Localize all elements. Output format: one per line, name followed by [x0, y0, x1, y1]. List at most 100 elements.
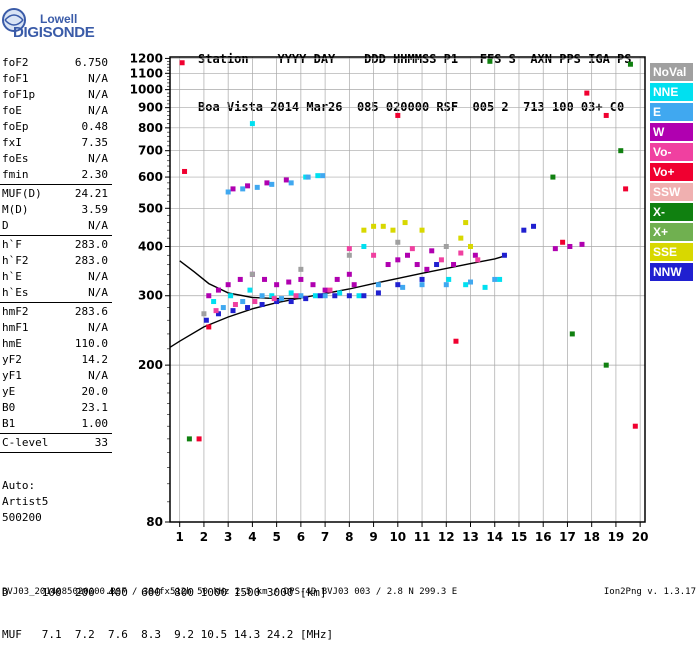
- y-tick-label: 800: [138, 121, 163, 135]
- data-point: [429, 248, 435, 254]
- data-point: [458, 250, 464, 256]
- data-point: [584, 90, 590, 96]
- param-separator: [0, 433, 112, 434]
- param-value: 7.35: [81, 136, 109, 149]
- x-tick-label: 8: [345, 530, 353, 544]
- data-point: [497, 276, 503, 282]
- x-tick-label: 20: [632, 530, 649, 544]
- param-row: B1 1.00: [0, 416, 112, 432]
- data-point: [298, 276, 304, 282]
- x-tick-label: 5: [272, 530, 280, 544]
- data-point: [346, 293, 352, 299]
- param-value: N/A: [88, 219, 108, 232]
- data-point: [443, 282, 449, 288]
- data-point: [286, 279, 292, 285]
- data-point: [288, 290, 294, 296]
- param-row: yF1 N/A: [0, 368, 112, 384]
- data-point: [322, 293, 328, 299]
- y-tick-label: 1000: [130, 83, 163, 97]
- param-value: N/A: [88, 88, 108, 101]
- data-point: [288, 299, 294, 305]
- x-tick-label: 13: [462, 530, 479, 544]
- param-value: N/A: [88, 369, 108, 382]
- legend-item-noval: NoVal: [650, 63, 693, 81]
- data-point: [361, 293, 367, 299]
- data-point: [419, 282, 425, 288]
- data-point: [249, 121, 255, 127]
- param-label: hmE: [2, 337, 22, 350]
- param-value: 20.0: [81, 385, 109, 398]
- param-row: yE 20.0: [0, 384, 112, 400]
- param-value: 14.2: [81, 353, 109, 366]
- data-point: [351, 282, 357, 288]
- y-tick-label: 400: [138, 239, 163, 253]
- param-label: fmin: [2, 168, 29, 181]
- data-point: [225, 282, 231, 288]
- data-point: [361, 227, 367, 233]
- data-point: [215, 287, 221, 293]
- data-point: [278, 296, 284, 302]
- plot-frame: [169, 56, 646, 523]
- param-row: yF2 14.2: [0, 352, 112, 368]
- data-point: [463, 282, 469, 288]
- data-point: [482, 284, 488, 290]
- data-point: [232, 302, 238, 308]
- data-point: [424, 266, 430, 272]
- legend-item-vo-: Vo+: [650, 163, 693, 181]
- data-point: [245, 305, 251, 311]
- data-point: [385, 262, 391, 268]
- param-value: N/A: [88, 321, 108, 334]
- data-point: [262, 276, 268, 282]
- data-point: [550, 174, 556, 180]
- data-point: [475, 257, 481, 263]
- y-tick-label: 80: [146, 515, 163, 529]
- data-point: [249, 271, 255, 277]
- data-point: [334, 276, 340, 282]
- fit-curves-layer: [169, 254, 508, 348]
- data-point: [271, 296, 277, 302]
- param-value: N/A: [88, 286, 108, 299]
- param-label: foEs: [2, 152, 29, 165]
- legend-item-sse: SSE: [650, 243, 693, 261]
- data-point: [346, 246, 352, 252]
- param-label: fxI: [2, 136, 22, 149]
- data-point: [315, 173, 321, 179]
- data-point: [414, 262, 420, 268]
- x-tick-label: 9: [369, 530, 377, 544]
- param-label: foF2: [2, 56, 29, 69]
- data-point: [531, 223, 537, 229]
- data-point: [269, 293, 275, 299]
- header-line2: Boa Vista 2014 Mar26 085 020000 RSF 005 …: [198, 100, 625, 114]
- data-point: [468, 279, 474, 285]
- param-row: D N/A: [0, 218, 112, 234]
- data-point: [264, 180, 270, 186]
- series-x-: [186, 58, 633, 442]
- data-point: [434, 262, 440, 268]
- data-point: [468, 243, 474, 249]
- version-footer: Ion2Png v. 1.3.17: [603, 587, 696, 597]
- data-point: [603, 112, 609, 118]
- param-label: C-level: [2, 436, 49, 449]
- param-label: yF1: [2, 369, 22, 382]
- data-point: [405, 252, 410, 258]
- data-point: [240, 299, 246, 305]
- data-point: [346, 271, 352, 277]
- data-point: [395, 112, 401, 118]
- logo-line2: DIGISONDE: [13, 24, 95, 41]
- data-point: [390, 227, 396, 233]
- data-point: [419, 227, 425, 233]
- data-point: [201, 311, 207, 317]
- data-point: [632, 423, 638, 429]
- param-label: h`F: [2, 238, 22, 251]
- grid-layer: [170, 57, 645, 523]
- series-sse: [361, 220, 474, 249]
- param-value: 2.30: [81, 168, 109, 181]
- data-point: [458, 235, 464, 241]
- y-tick-label: 900: [138, 101, 163, 115]
- param-value: 110.0: [74, 337, 108, 350]
- x-tick-label: 3: [224, 530, 232, 544]
- data-point: [213, 308, 219, 314]
- data-point: [375, 282, 381, 288]
- data-point: [395, 282, 401, 288]
- data-point: [603, 362, 609, 368]
